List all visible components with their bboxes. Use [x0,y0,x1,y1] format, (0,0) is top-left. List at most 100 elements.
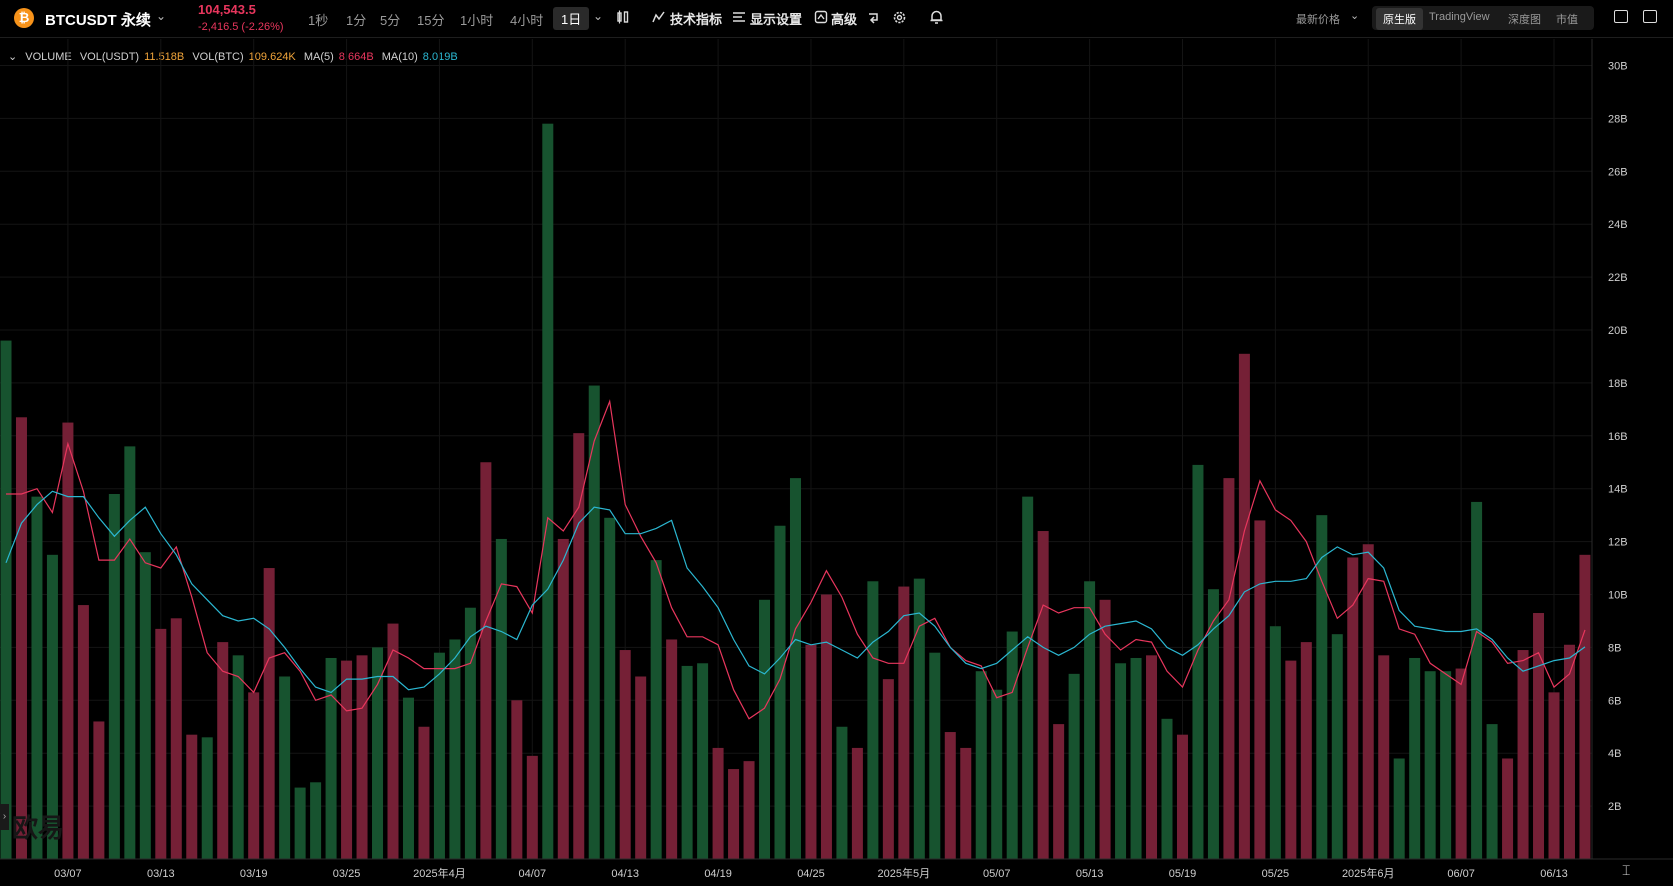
x-tick-label: 03/13 [147,868,175,880]
advanced-icon[interactable] [814,10,828,24]
ma10-line [5,490,1586,694]
volume-bar [170,618,182,859]
x-tick-label: 06/07 [1447,868,1475,880]
symbol-name[interactable]: BTCUSDT 永续 [45,12,151,29]
x-tick-label: 04/19 [704,868,732,880]
volume-bar [124,446,136,859]
legend-vol-btc-value: 109.624K [248,51,296,63]
window-icon[interactable] [1614,10,1628,23]
y-tick-label: 18B [1608,378,1628,390]
timeframe-1d[interactable]: 1日 [553,7,590,30]
volume-bar [1269,626,1281,859]
expand-panel-arrow-icon[interactable]: › [0,804,9,830]
tab-depth[interactable]: 深度图 [1508,14,1541,26]
x-tick-label: 05/13 [1076,868,1104,880]
tab-tradingview[interactable]: TradingView [1429,11,1490,23]
volume-bar [1176,734,1188,859]
indicators-icon[interactable] [652,11,666,23]
volume-chart[interactable]: 2B 4B 6B 8B 10B 12B 14B 16B 18B 20B 22B 24B 26B 28B 30… [0,39,1673,886]
x-tick-label: 03/07 [54,868,82,880]
y-tick-label: 2B [1608,801,1621,813]
legend-collapse-chevron-icon[interactable]: ⌄ [8,51,18,63]
volume-bar [588,385,600,859]
volume-bar [728,769,740,859]
tab-native[interactable]: 原生版 [1376,8,1423,30]
volume-bar [1362,544,1374,859]
timeframe-15m[interactable]: 15分 [417,13,445,28]
settings-gear-icon[interactable] [892,10,907,25]
volume-bar [325,657,337,859]
volume-bar [1424,671,1436,859]
volume-bar [650,560,662,859]
y-tick-label: 8B [1608,642,1621,654]
volume-bar [1347,557,1359,859]
legend-indicator-name[interactable]: VOLUME [25,51,72,63]
tab-market-cap[interactable]: 市值 [1556,14,1578,26]
timeframe-1s[interactable]: 1秒 [308,13,329,28]
volume-bar [635,676,647,859]
volume-bar [1316,515,1328,859]
timeframe-1m[interactable]: 1分 [346,13,367,28]
volume-bar [1254,520,1266,859]
volume-bar [681,665,693,859]
volume-bar [480,462,492,859]
legend-ma10-value: 8.019B [422,51,458,63]
timeframe-4h[interactable]: 4小时 [510,13,544,28]
volume-bar [77,605,89,859]
ma-lines [5,399,1586,720]
volume-bar [1486,724,1498,859]
ma5-line [6,399,1586,720]
legend-ma10-label: MA(10) [381,51,418,63]
volume-bar [526,755,538,859]
x-tick-label: 04/13 [611,868,639,880]
volume-bar [93,721,105,859]
volume-bar [263,568,275,859]
x-tick-label: 04/25 [797,868,825,880]
volume-bar [1285,660,1297,859]
volume-bar [743,761,755,859]
candlestick-icon[interactable] [616,10,630,24]
timeframe-1h[interactable]: 1小时 [460,13,494,28]
y-tick-label: 28B [1608,113,1628,125]
volume-bar [449,639,461,859]
display-settings-icon[interactable] [732,11,746,23]
volume-bar [774,525,786,859]
alert-bell-icon[interactable] [929,9,944,25]
symbol-chevron-down-icon[interactable]: ⌄ [156,9,167,23]
price-type-select[interactable]: 最新价格 [1296,14,1340,26]
volume-legend: ⌄ VOLUME VOL(USDT) 11.518B VOL(BTC) 109.62… [8,50,463,66]
timeframe-5m[interactable]: 5分 [380,13,401,28]
fullscreen-icon[interactable] [1643,10,1657,23]
volume-bar [1068,673,1080,859]
indicators-button[interactable]: 技术指标 [670,12,723,27]
volume-bar [139,552,151,859]
volume-bar [1084,581,1096,859]
volume-bar [341,660,353,859]
volume-bar [1300,642,1312,859]
volume-bar [418,726,430,859]
x-tick-label: 03/25 [333,868,361,880]
volume-bar [294,787,306,859]
price-type-chevron-down-icon[interactable]: ⌄ [1350,10,1360,22]
x-tick-label: 06/13 [1540,868,1568,880]
volume-bar [1579,554,1591,859]
volume-bar [495,538,507,859]
y-tick-label: 24B [1608,219,1628,231]
timeframe-chevron-down-icon[interactable]: ⌄ [593,9,604,23]
axis-scale-icon[interactable]: ⌶ [1622,862,1631,878]
volume-bar [186,734,198,859]
display-settings-button[interactable]: 显示设置 [750,12,803,27]
volume-bar [46,554,58,859]
legend-vol-btc-label: VOL(BTC) [192,51,244,63]
legend-vol-usdt-value: 11.518B [144,51,185,63]
advanced-button[interactable]: 高级 [831,12,858,27]
y-tick-label: 6B [1608,695,1621,707]
volume-bar [1223,478,1235,859]
volume-bar [805,644,817,859]
legend-vol-usdt-label: VOL(USDT) [79,51,140,63]
volume-bar [697,663,709,859]
volume-bar [1115,663,1127,859]
volume-bar [15,417,27,859]
share-icon[interactable] [867,10,881,24]
volume-bar [898,586,910,859]
